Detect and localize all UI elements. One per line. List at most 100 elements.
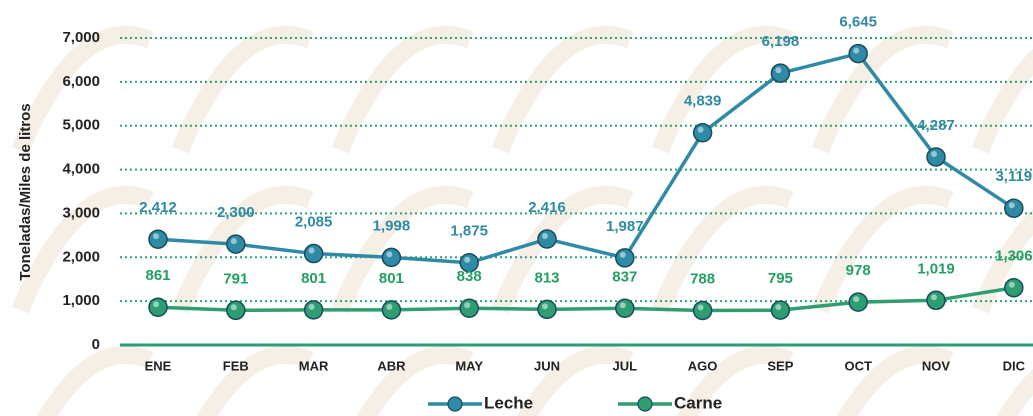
point (848, 292, 868, 312)
value-label: 791 (223, 270, 248, 287)
point (148, 229, 168, 249)
point-highlight (697, 126, 704, 133)
point (1004, 198, 1024, 218)
x-tick-label: MAY (455, 358, 483, 373)
point-highlight (1008, 281, 1015, 288)
point-highlight (853, 47, 860, 54)
x-tick-label: NOV (922, 358, 951, 373)
x-tick-label: OCT (844, 358, 872, 373)
legend-marker (447, 396, 463, 412)
point (226, 300, 246, 321)
legend-label: Leche (484, 393, 533, 412)
legend-label: Carne (674, 393, 722, 412)
y-tick-label: 3,000 (62, 204, 100, 221)
value-label: 978 (846, 262, 871, 279)
value-label: 1,998 (373, 217, 411, 234)
series-line (157, 51, 1015, 265)
point (381, 300, 402, 320)
point (615, 248, 635, 268)
point-highlight (153, 233, 159, 240)
y-tick-label: 4,000 (62, 161, 100, 178)
value-label: 1,987 (606, 218, 644, 235)
value-label: 838 (457, 268, 482, 285)
point-highlight (153, 301, 159, 308)
value-label: 4,287 (917, 117, 955, 134)
point-highlight (386, 303, 393, 310)
point (303, 300, 324, 320)
y-tick-label: 5,000 (62, 117, 100, 134)
point (148, 297, 168, 317)
x-tick-label: MAR (299, 358, 329, 373)
series-line (157, 285, 1015, 313)
point-highlight (775, 304, 782, 311)
point (692, 300, 713, 321)
point (381, 247, 402, 268)
value-label: 6,198 (762, 33, 800, 50)
x-tick-label: SEP (767, 358, 793, 373)
value-label: 2,416 (528, 199, 566, 216)
point-highlight (308, 303, 315, 310)
point (926, 290, 946, 311)
x-tick-label: JUN (534, 358, 560, 373)
value-label: 4,839 (684, 93, 722, 110)
point-highlight (619, 251, 626, 258)
y-tick-label: 2,000 (62, 248, 100, 265)
x-tick-label: AGO (688, 358, 718, 373)
value-label: 813 (534, 269, 559, 286)
y-tick-label: 0 (92, 336, 100, 353)
point (303, 243, 324, 264)
point (770, 300, 791, 320)
point-highlight (464, 302, 471, 309)
point (692, 123, 713, 143)
point-highlight (697, 304, 704, 311)
point (615, 298, 635, 319)
point-highlight (931, 294, 937, 301)
point (848, 43, 868, 64)
value-label: 1,875 (450, 223, 488, 240)
y-tick-label: 1,000 (62, 292, 100, 309)
point-highlight (542, 233, 548, 240)
value-label: 795 (768, 270, 793, 287)
y-tick-label: 6,000 (62, 73, 100, 90)
point (926, 147, 946, 167)
point (459, 298, 479, 318)
x-tick-label: FEB (223, 358, 249, 373)
value-label: 1,019 (917, 260, 955, 277)
y-axis-label: Toneladas/Miles de litros (17, 103, 34, 280)
point-highlight (775, 67, 782, 74)
value-label: 788 (690, 270, 715, 287)
x-tick-label: JUL (613, 358, 638, 373)
point-highlight (931, 150, 937, 157)
value-label: 801 (301, 270, 326, 287)
point-highlight (464, 256, 471, 263)
point-highlight (542, 303, 548, 310)
point-highlight (386, 251, 393, 258)
point-highlight (853, 296, 860, 303)
value-label: 2,085 (295, 214, 333, 231)
y-tick-label: 7,000 (62, 29, 100, 46)
point-highlight (1008, 202, 1015, 209)
point-highlight (230, 238, 237, 245)
point (770, 63, 791, 83)
x-tick-label: ENE (145, 358, 172, 373)
point-highlight (308, 247, 315, 254)
value-label: 1,306 (995, 248, 1033, 265)
point (1004, 277, 1024, 298)
point (537, 229, 557, 249)
legend-marker (637, 396, 653, 412)
value-label: 861 (145, 267, 170, 284)
point (537, 299, 557, 320)
point (226, 234, 246, 254)
point-highlight (619, 302, 626, 309)
point-highlight (230, 304, 237, 311)
value-label: 2,300 (217, 204, 255, 221)
x-tick-label: ABR (377, 358, 406, 373)
value-label: 801 (379, 270, 404, 287)
x-tick-label: DIC (1003, 358, 1026, 373)
value-label: 2,412 (139, 199, 177, 216)
value-label: 6,645 (839, 14, 877, 31)
value-label: 3,119 (995, 168, 1032, 185)
